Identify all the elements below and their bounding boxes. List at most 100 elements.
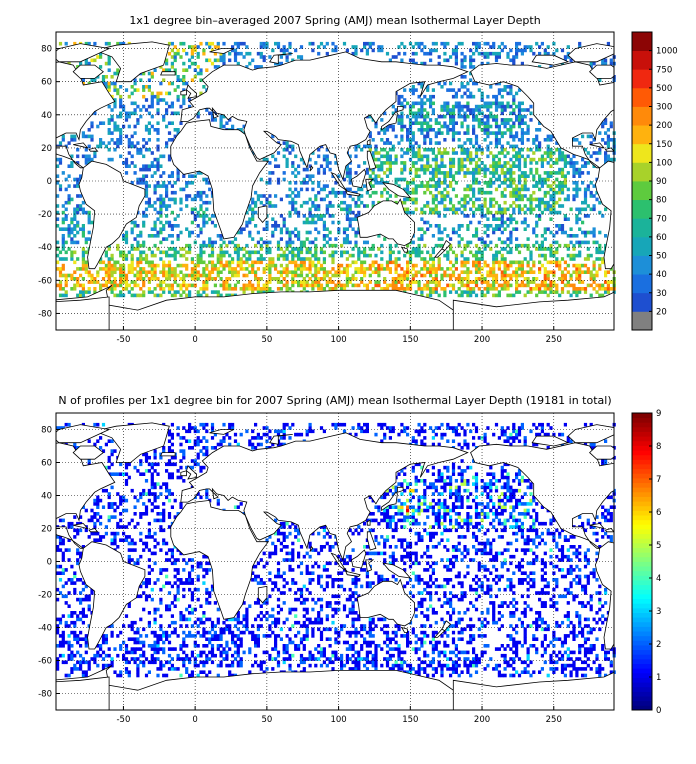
- ild-cell: [429, 128, 432, 132]
- ild-cell: [320, 42, 323, 46]
- ild-cell: [85, 135, 88, 139]
- ild-cell: [475, 261, 478, 265]
- ild-cell: [177, 49, 180, 53]
- ild-cell: [472, 234, 475, 238]
- ild-cell: [191, 208, 194, 212]
- ild-cell: [248, 251, 251, 255]
- ild-cell: [151, 72, 154, 76]
- ild-cell: [549, 280, 552, 284]
- colorbar-ild-segment: [632, 32, 652, 51]
- ild-cell: [486, 155, 489, 159]
- ild-cell: [463, 290, 466, 294]
- ild-cell: [504, 155, 507, 159]
- ild-cell: [575, 181, 578, 185]
- ild-cell: [461, 294, 464, 298]
- ild-cell: [518, 204, 521, 208]
- ild-cell: [415, 251, 418, 255]
- ild-cell: [435, 184, 438, 188]
- ild-cell: [168, 105, 171, 109]
- ild-cell: [403, 198, 406, 202]
- ild-cell: [443, 59, 446, 63]
- ild-cell: [489, 85, 492, 89]
- ild-cell: [303, 181, 306, 185]
- ild-cell: [317, 261, 320, 265]
- nprof-cell: [154, 611, 157, 615]
- ild-cell: [512, 121, 515, 125]
- ild-cell: [478, 251, 481, 255]
- nprof-cell: [70, 651, 73, 655]
- ild-cell: [604, 280, 607, 284]
- ild-cell: [472, 158, 475, 162]
- ild-cell: [504, 261, 507, 265]
- ild-cell: [593, 194, 596, 198]
- ild-cell: [274, 264, 277, 268]
- ild-cell: [420, 125, 423, 129]
- ild-cell: [501, 224, 504, 228]
- ild-cell: [506, 92, 509, 96]
- ild-cell: [317, 52, 320, 56]
- ild-cell: [360, 251, 363, 255]
- ild-cell: [145, 274, 148, 278]
- ild-cell: [446, 125, 449, 129]
- ild-cell: [501, 164, 504, 168]
- ild-cell: [486, 125, 489, 129]
- ild-cell: [412, 247, 415, 251]
- ild-cell: [435, 42, 438, 46]
- ild-cell: [148, 247, 151, 251]
- ild-cell: [82, 261, 85, 265]
- ild-cell: [197, 72, 200, 76]
- nprof-cell: [68, 647, 71, 651]
- ild-cell: [532, 158, 535, 162]
- ild-cell: [466, 105, 469, 109]
- ild-cell: [593, 62, 596, 66]
- nprof-cell: [125, 667, 128, 671]
- ild-cell: [372, 184, 375, 188]
- ild-cell: [449, 161, 452, 165]
- ild-cell: [136, 261, 139, 265]
- ild-cell: [294, 174, 297, 178]
- ild-cell: [357, 284, 360, 288]
- ild-cell: [429, 270, 432, 274]
- ild-cell: [527, 138, 530, 142]
- ild-cell: [119, 128, 122, 132]
- ild-cell: [389, 284, 392, 288]
- ild-cell: [461, 151, 464, 155]
- ild-cell: [228, 270, 231, 274]
- ild-cell: [159, 270, 162, 274]
- ild-cell: [478, 287, 481, 291]
- nprof-cell: [136, 664, 139, 668]
- ild-cell: [415, 188, 418, 192]
- ild-cell: [326, 194, 329, 198]
- ild-cell: [154, 171, 157, 175]
- ild-cell: [73, 234, 76, 238]
- ild-cell: [70, 241, 73, 245]
- ild-cell: [587, 241, 590, 245]
- ild-cell: [527, 284, 530, 288]
- ild-cell: [291, 171, 294, 175]
- ild-cell: [179, 264, 182, 268]
- ild-cell: [154, 128, 157, 132]
- nprof-cell: [131, 489, 134, 493]
- ild-cell: [541, 284, 544, 288]
- ild-cell: [245, 52, 248, 56]
- ild-cell: [484, 214, 487, 218]
- ild-cell: [139, 294, 142, 298]
- ild-cell: [217, 274, 220, 278]
- ild-cell: [486, 145, 489, 149]
- ild-cell: [105, 267, 108, 271]
- ild-cell: [113, 141, 116, 145]
- nprof-cell: [73, 529, 76, 533]
- ild-cell: [331, 214, 334, 218]
- ild-cell: [463, 148, 466, 152]
- ild-cell: [280, 274, 283, 278]
- ild-cell: [346, 49, 349, 53]
- ild-cell: [475, 115, 478, 119]
- ild-cell: [509, 168, 512, 172]
- nprof-cell: [108, 496, 111, 500]
- ild-cell: [102, 75, 105, 79]
- ild-cell: [495, 135, 498, 139]
- ild-cell: [524, 115, 527, 119]
- ild-cell: [501, 181, 504, 185]
- ild-cell: [524, 221, 527, 225]
- ild-cell: [111, 270, 114, 274]
